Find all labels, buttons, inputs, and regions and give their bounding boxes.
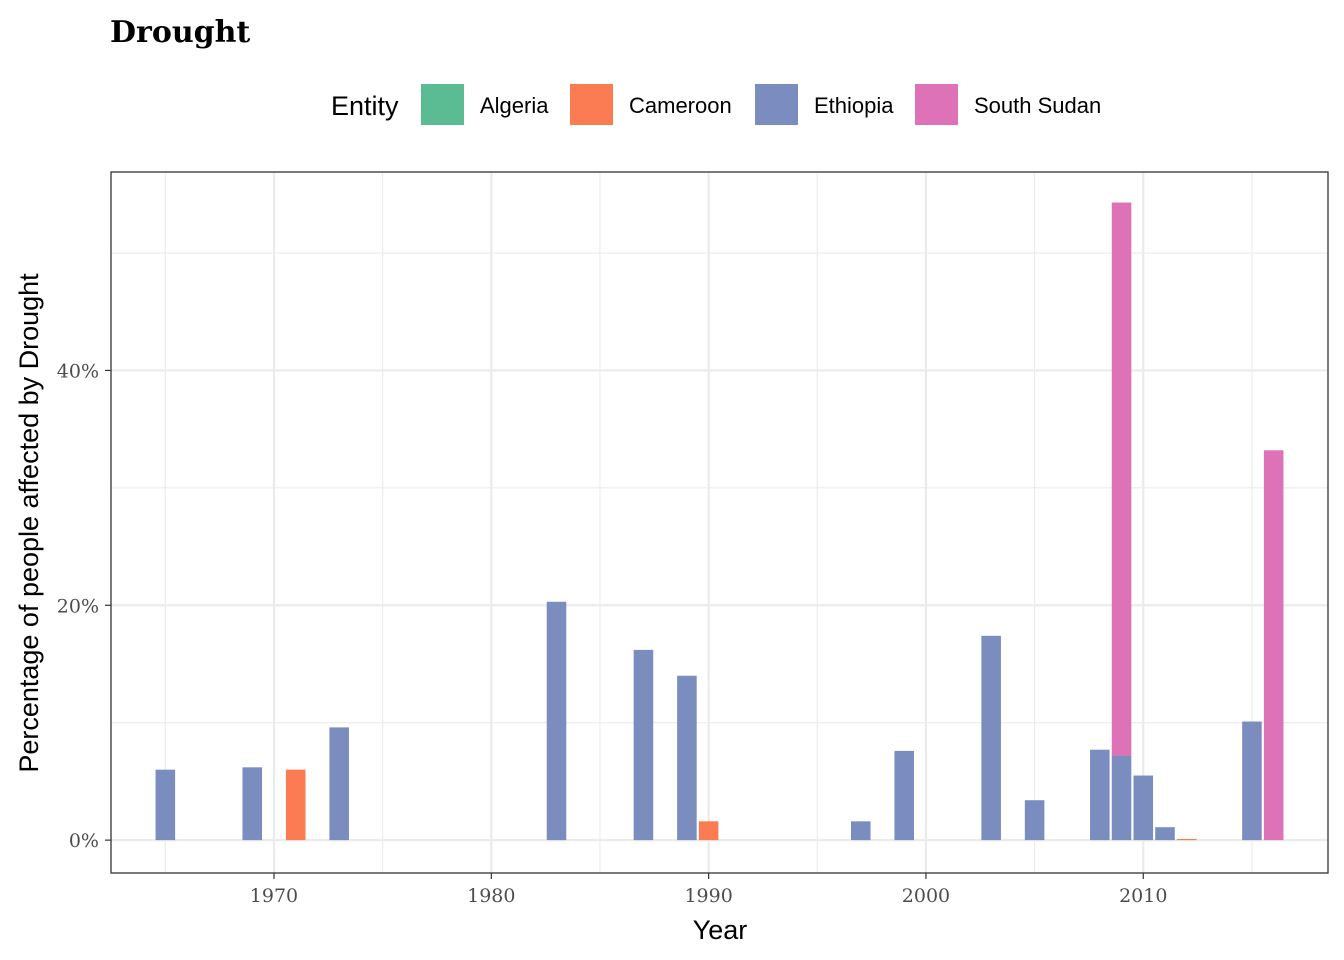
bar-ethiopia-2015 <box>1242 721 1262 841</box>
bar-ethiopia-1989 <box>677 675 697 841</box>
x-tick-label: 1990 <box>684 885 732 907</box>
legend-key-cameroon <box>570 84 613 125</box>
bar-cameroon-1990 <box>698 821 719 841</box>
bar-ethiopia-2010 <box>1133 775 1154 841</box>
bar-ethiopia-2005 <box>1024 800 1045 841</box>
chart-title: Drought <box>110 15 250 50</box>
bar-ethiopia-1987 <box>633 649 654 841</box>
bar-ethiopia-2009 <box>1111 755 1132 841</box>
bars <box>155 202 1284 841</box>
legend-items: Algeria Cameroon Ethiopia South Sudan <box>421 84 1101 125</box>
legend-key-south-sudan <box>915 84 958 125</box>
bar-south-sudan-2009 <box>1111 202 1132 756</box>
bar-ethiopia-1997 <box>850 821 871 841</box>
x-tick-label: 2000 <box>902 885 950 907</box>
legend-key-ethiopia <box>755 84 798 125</box>
bar-ethiopia-1965 <box>155 769 176 841</box>
legend-label-south-sudan: South Sudan <box>974 93 1101 118</box>
bar-ethiopia-1973 <box>329 727 349 841</box>
x-axis-title: Year <box>693 915 748 945</box>
bar-ethiopia-1999 <box>894 750 915 841</box>
x-axis: 1970 1980 1990 2000 2010 <box>250 873 1167 907</box>
y-tick-label: 20% <box>57 595 99 617</box>
panel-background <box>111 172 1328 873</box>
x-tick-label: 1970 <box>250 885 298 907</box>
y-tick-label: 40% <box>57 360 99 382</box>
bar-cameroon-1971 <box>285 769 306 841</box>
bar-ethiopia-1983 <box>546 601 567 841</box>
bar-south-sudan-2016 <box>1263 450 1284 841</box>
legend-label-algeria: Algeria <box>480 93 549 118</box>
y-tick-label: 0% <box>69 830 99 852</box>
y-axis-title: Percentage of people affected by Drought <box>14 273 44 773</box>
legend-label-cameroon: Cameroon <box>629 93 732 118</box>
legend-label-ethiopia: Ethiopia <box>814 93 894 118</box>
bar-ethiopia-2011 <box>1155 827 1175 841</box>
x-tick-label: 2010 <box>1119 885 1167 907</box>
legend-title: Entity <box>331 91 399 121</box>
legend-key-algeria <box>421 84 464 125</box>
bar-ethiopia-2003 <box>981 635 1001 841</box>
bar-ethiopia-1969 <box>242 767 263 841</box>
x-tick-label: 1980 <box>467 885 515 907</box>
panel-border <box>110 171 1329 874</box>
bar-cameroon-2012 <box>1176 838 1197 841</box>
legend: Entity Algeria Cameroon Ethiopia South Suda… <box>331 84 1101 125</box>
plot-area <box>110 171 1329 874</box>
bar-ethiopia-2008 <box>1090 749 1110 841</box>
y-axis: 0% 20% 40% <box>57 360 111 852</box>
